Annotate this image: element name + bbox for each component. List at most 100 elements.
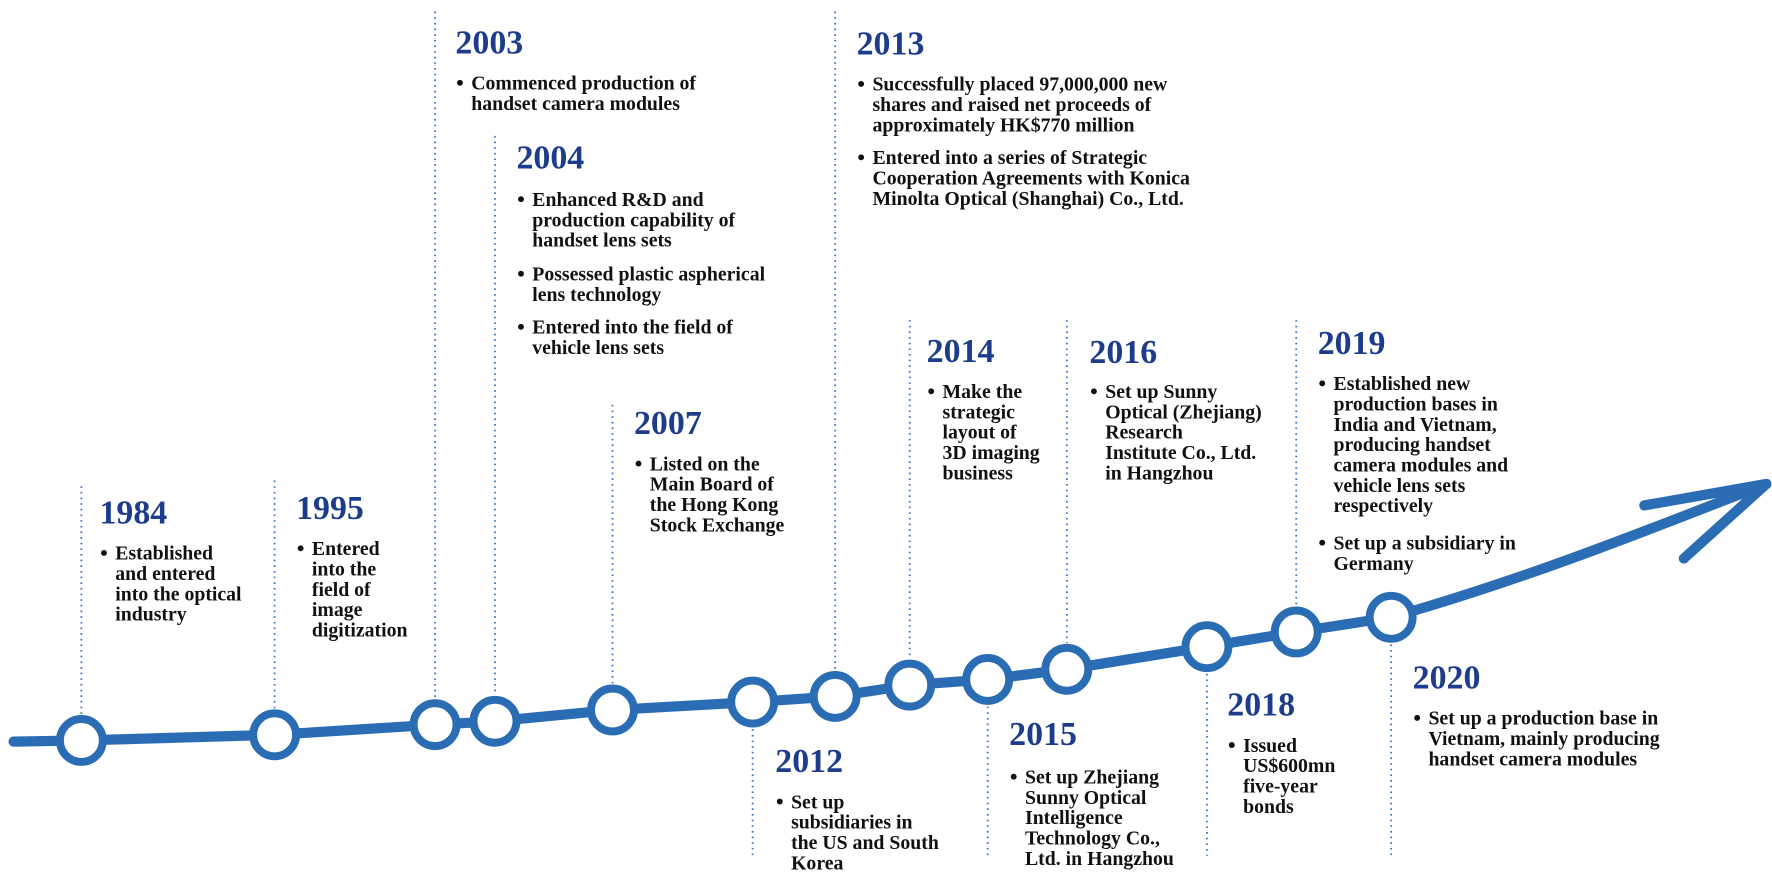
event-year: 2013 <box>857 26 925 63</box>
event-text: Issued <box>1243 735 1297 757</box>
event-text: production bases in <box>1334 393 1498 415</box>
event-text: Entered <box>312 538 380 560</box>
bullet-dot <box>858 154 865 161</box>
event-text: Intelligence <box>1025 807 1123 829</box>
event-text: India and Vietnam, <box>1334 414 1497 436</box>
event-year: 2016 <box>1089 334 1157 371</box>
event-text: Successfully placed 97,000,000 new <box>872 74 1168 96</box>
event-year: 2014 <box>927 333 995 370</box>
timeline-node <box>809 670 861 722</box>
event-text: Set up <box>791 791 844 813</box>
event-text: into the <box>312 558 376 580</box>
timeline-node <box>727 676 779 728</box>
event-text: Established <box>115 543 213 565</box>
event-text: in Hangzhou <box>1105 462 1213 484</box>
event-text: approximately HK$770 million <box>872 114 1134 136</box>
event-text: Set up Sunny <box>1105 381 1217 403</box>
timeline-node <box>1270 606 1322 658</box>
event-text: Ltd. in Hangzhou <box>1025 848 1174 870</box>
event-text: shares and raised net proceeds of <box>872 94 1151 116</box>
event-text: Make the <box>943 381 1023 403</box>
event-year: 2019 <box>1318 325 1386 362</box>
timeline-node <box>249 709 301 761</box>
event-text: vehicle lens sets <box>1334 475 1466 497</box>
timeline-node <box>587 684 638 736</box>
event-text: bonds <box>1243 796 1294 818</box>
bullet-dot <box>928 388 935 395</box>
event-text: Cooperation Agreements with Konica <box>872 167 1190 189</box>
arrow-head <box>1639 478 1772 564</box>
bullet-dot <box>518 270 524 277</box>
timeline-node <box>409 699 461 751</box>
timeline-node <box>884 659 936 711</box>
event-text: five-year <box>1243 775 1318 797</box>
event-year: 2020 <box>1413 659 1481 696</box>
event-text: subsidiaries in <box>791 812 912 834</box>
event-text: Listed on the <box>650 453 760 475</box>
bullet-dot <box>1010 773 1017 780</box>
event-text: Stock Exchange <box>650 514 785 536</box>
timeline-node <box>1181 621 1233 673</box>
event-text: handset camera modules <box>1428 748 1637 770</box>
event-year: 2003 <box>455 24 523 61</box>
event-text: production capability of <box>532 209 735 231</box>
bullet-dot <box>1228 742 1235 748</box>
event-text: Germany <box>1334 553 1414 575</box>
event-text: US$600mn <box>1243 755 1335 777</box>
bullet-dot <box>635 460 642 467</box>
bullet-dot <box>518 196 524 203</box>
event-text: Sunny Optical <box>1025 787 1147 809</box>
event-text: camera modules and <box>1334 455 1509 477</box>
timeline-node <box>1041 643 1093 695</box>
event-text: image <box>312 599 363 621</box>
timeline-node <box>962 654 1014 705</box>
bullet-dot <box>457 79 463 86</box>
event-year: 2018 <box>1227 687 1295 724</box>
timeline-curve <box>8 478 1772 747</box>
event-text: the US and South <box>791 832 939 854</box>
event-text: Technology Co., <box>1025 827 1160 849</box>
bullet-dot <box>1414 714 1421 721</box>
event-text: Set up a subsidiary in <box>1334 532 1516 554</box>
event-text: handset lens sets <box>532 230 672 252</box>
event-text: Vietnam, mainly producing <box>1428 728 1659 750</box>
event-text: Set up Zhejiang <box>1025 766 1159 788</box>
event-year: 2004 <box>516 140 584 177</box>
event-text: Optical (Zhejiang) <box>1105 401 1261 423</box>
event-text: handset camera modules <box>471 93 680 115</box>
event-year: 2015 <box>1009 716 1077 753</box>
event-text: and entered <box>115 563 215 585</box>
event-text: Entered into the field of <box>532 317 733 339</box>
event-text: business <box>943 462 1014 484</box>
event-text: Korea <box>791 852 843 874</box>
event-year: 2012 <box>775 743 843 780</box>
event-text: Set up a production base in <box>1428 708 1658 730</box>
event-text: into the optical <box>115 583 242 605</box>
event-text: the Hong Kong <box>650 494 779 516</box>
event-text: Minolta Optical (Shanghai) Co., Ltd. <box>872 188 1183 210</box>
bullet-dot <box>518 323 524 330</box>
event-text: Entered into a series of Strategic <box>872 147 1147 169</box>
bullet-dot <box>1319 539 1326 546</box>
bullet-dot <box>101 549 107 556</box>
event-text: Commenced production of <box>471 73 696 95</box>
bullet-dot <box>858 80 865 87</box>
bullet-dot <box>1091 388 1097 395</box>
event-text: strategic <box>943 401 1016 423</box>
event-text: Main Board of <box>650 474 775 496</box>
event-year: 2007 <box>634 405 702 442</box>
event-text: lens technology <box>532 284 661 306</box>
event-year: 1995 <box>296 490 364 527</box>
bullet-dot <box>776 798 783 805</box>
event-text: field of <box>312 579 371 601</box>
bullet-dot <box>1319 380 1326 387</box>
event-text: Established new <box>1334 373 1471 395</box>
bullet-dot <box>297 545 304 552</box>
timeline-node <box>55 715 107 766</box>
event-text: Institute Co., Ltd. <box>1105 442 1256 464</box>
event-text: Possessed plastic aspherical <box>532 264 765 286</box>
event-text: producing handset <box>1334 434 1492 456</box>
event-year: 1984 <box>99 494 167 531</box>
event-text: vehicle lens sets <box>532 337 664 359</box>
